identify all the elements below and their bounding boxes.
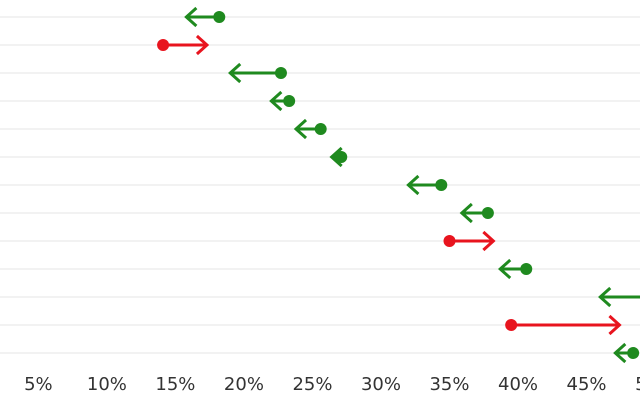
arrow-head	[459, 202, 473, 224]
x-tick-label: 25%	[292, 374, 332, 395]
start-dot	[627, 347, 640, 359]
arrow-head	[497, 258, 512, 280]
start-dot	[435, 179, 448, 191]
arrow-head	[482, 230, 496, 252]
x-tick-label: 15%	[155, 374, 195, 395]
start-dot	[213, 11, 226, 23]
start-dot	[505, 319, 518, 331]
arrow-head	[613, 342, 627, 364]
start-dot	[443, 235, 456, 247]
arrow-head	[329, 146, 343, 168]
start-dot	[314, 123, 327, 135]
arrow-head	[184, 6, 198, 28]
arrow-head	[598, 286, 612, 308]
start-dot	[520, 263, 533, 275]
x-tick-label: 5%	[24, 374, 53, 395]
x-tick-label: 20%	[224, 374, 264, 395]
x-tick-label: 10%	[87, 374, 127, 395]
start-dot	[335, 151, 348, 163]
x-tick-label: 40%	[498, 374, 538, 395]
start-dot	[283, 95, 296, 107]
start-dot	[481, 207, 494, 219]
arrow-head	[227, 62, 242, 84]
arrow-head	[293, 118, 308, 140]
arrow-head	[195, 34, 210, 56]
arrow-head	[608, 314, 622, 336]
x-tick-label: 35%	[429, 374, 469, 395]
start-dot	[157, 39, 170, 51]
arrow-head	[406, 174, 420, 196]
x-tick-label: 50%	[635, 374, 640, 395]
start-dot	[274, 67, 287, 79]
x-tick-label: 30%	[361, 374, 401, 395]
x-tick-label: 45%	[567, 374, 607, 395]
arrow-head	[269, 90, 283, 112]
